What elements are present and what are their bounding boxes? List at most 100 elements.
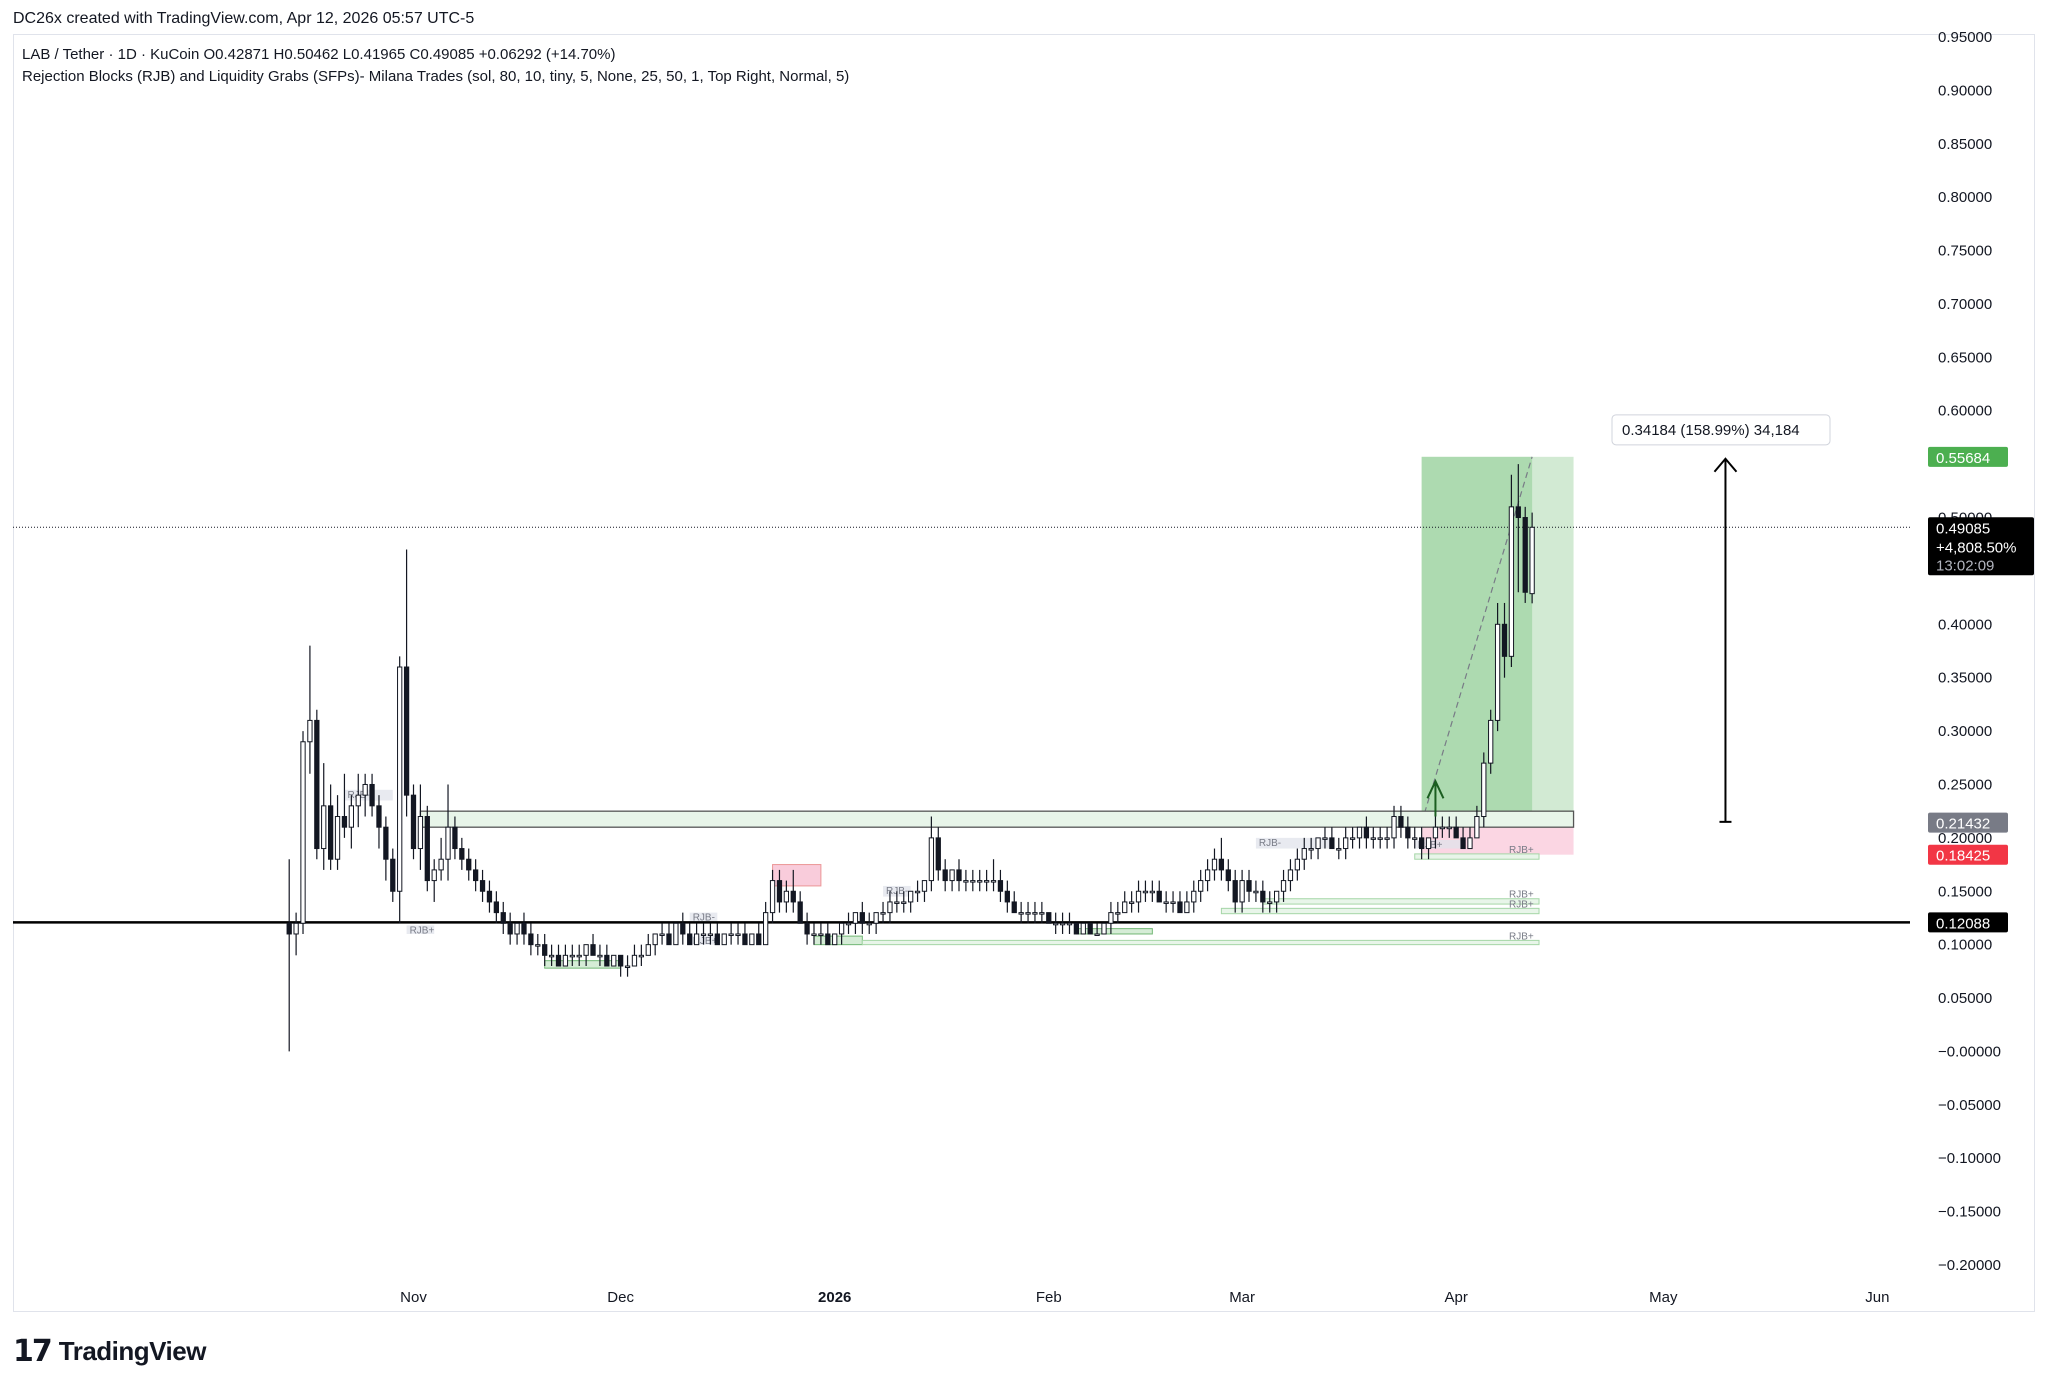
candle-body bbox=[369, 783, 375, 807]
candle bbox=[1087, 922, 1093, 935]
y-tick-label: 0.15000 bbox=[1938, 883, 1992, 900]
candle bbox=[424, 805, 430, 892]
candle-body bbox=[1225, 869, 1231, 882]
candle-body bbox=[1260, 890, 1266, 903]
candle-body bbox=[466, 858, 472, 871]
candle-body bbox=[783, 890, 790, 903]
candle-body bbox=[618, 954, 624, 967]
symbol-ohlc-line[interactable]: LAB / Tether · 1D · KuCoin O0.42871 H0.5… bbox=[22, 46, 616, 63]
rjb-zone bbox=[406, 925, 435, 934]
candle-body bbox=[776, 880, 783, 903]
candle bbox=[1315, 837, 1321, 860]
candle bbox=[707, 923, 714, 945]
candle bbox=[1246, 869, 1252, 902]
tradingview-logo[interactable]: 17 TradingView bbox=[13, 1334, 206, 1369]
candle bbox=[1225, 859, 1231, 892]
x-tick-label: Feb bbox=[1036, 1289, 1062, 1306]
y-tick-label: 0.95000 bbox=[1938, 29, 1992, 46]
candle-body bbox=[424, 816, 430, 882]
candle bbox=[1108, 901, 1114, 934]
y-tick-label: −0.20000 bbox=[1938, 1257, 2001, 1274]
candle-body bbox=[1370, 837, 1376, 840]
candle bbox=[970, 869, 976, 892]
y-tick-label: 0.60000 bbox=[1938, 403, 1992, 420]
candle-body bbox=[548, 954, 555, 958]
y-tick-label: 0.35000 bbox=[1938, 670, 1992, 687]
candle bbox=[1073, 922, 1080, 935]
price-label-stop bbox=[1928, 844, 2008, 865]
candle bbox=[1287, 859, 1294, 892]
candle-body bbox=[293, 922, 299, 935]
candle-body bbox=[1163, 901, 1169, 904]
candle-body bbox=[611, 954, 617, 967]
candle bbox=[535, 933, 541, 956]
rjb-extended-label: RJB+ bbox=[1509, 899, 1534, 910]
candle bbox=[735, 923, 741, 945]
candle-body bbox=[742, 933, 748, 946]
candle bbox=[1004, 880, 1010, 913]
candle bbox=[417, 784, 424, 870]
candle bbox=[638, 944, 645, 967]
candle bbox=[1432, 816, 1439, 849]
candle bbox=[1066, 912, 1073, 934]
candle bbox=[942, 859, 948, 892]
candle bbox=[1280, 869, 1287, 902]
candle-body bbox=[341, 816, 348, 828]
candle-body bbox=[1087, 922, 1093, 935]
candle bbox=[956, 859, 962, 892]
candle bbox=[859, 901, 865, 934]
candle-body bbox=[1066, 922, 1073, 926]
candle-body bbox=[866, 922, 872, 926]
candle-body bbox=[1246, 880, 1252, 892]
candle-body bbox=[852, 912, 859, 924]
candle-body bbox=[1039, 912, 1045, 915]
y-tick-label: 0.40000 bbox=[1938, 616, 1992, 633]
candle-body bbox=[652, 933, 658, 946]
candle bbox=[1508, 474, 1515, 668]
candle bbox=[845, 912, 852, 934]
candle bbox=[514, 922, 520, 945]
candle-body bbox=[1343, 837, 1349, 850]
candle bbox=[624, 955, 631, 977]
rjb-extended-zone bbox=[1262, 898, 1540, 905]
candle-body bbox=[597, 954, 603, 958]
candle bbox=[390, 848, 396, 902]
price-label-text: 0.18425 bbox=[1936, 848, 1990, 865]
candle bbox=[1135, 880, 1142, 913]
y-tick-label: 0.05000 bbox=[1938, 990, 1992, 1007]
candle-body bbox=[845, 922, 852, 926]
candle-body bbox=[1405, 826, 1411, 839]
candle-body bbox=[1377, 837, 1383, 840]
candle-body bbox=[1032, 912, 1038, 915]
candle-body bbox=[1018, 912, 1024, 915]
price-label-text: 0.55684 bbox=[1936, 450, 1990, 467]
y-tick-label: 0.75000 bbox=[1938, 243, 1992, 260]
candle-body bbox=[1425, 837, 1432, 850]
candle bbox=[493, 891, 499, 924]
candle-body bbox=[300, 741, 306, 924]
candle bbox=[1453, 816, 1459, 839]
candle bbox=[1191, 880, 1197, 913]
candle-body bbox=[390, 858, 396, 892]
candle-body bbox=[493, 901, 499, 914]
candle bbox=[1239, 869, 1245, 913]
candle-body bbox=[1481, 762, 1487, 818]
candle-body bbox=[1460, 837, 1466, 850]
candle-body bbox=[1446, 826, 1452, 830]
candle-body bbox=[1329, 837, 1335, 850]
candle-body bbox=[514, 922, 520, 935]
candle-body bbox=[1432, 826, 1439, 839]
candle-body bbox=[486, 890, 493, 903]
indicator-line[interactable]: Rejection Blocks (RJB) and Liquidity Gra… bbox=[22, 68, 850, 85]
candle-body bbox=[908, 890, 914, 903]
candle-body bbox=[569, 954, 575, 958]
candle-body bbox=[286, 922, 292, 935]
candle-body bbox=[631, 954, 638, 967]
candle-body bbox=[1315, 837, 1321, 850]
candle bbox=[1232, 869, 1238, 913]
chart-frame[interactable] bbox=[13, 34, 2035, 1312]
candle bbox=[369, 773, 375, 817]
candle-body bbox=[687, 933, 693, 946]
candle-body bbox=[1439, 826, 1445, 830]
